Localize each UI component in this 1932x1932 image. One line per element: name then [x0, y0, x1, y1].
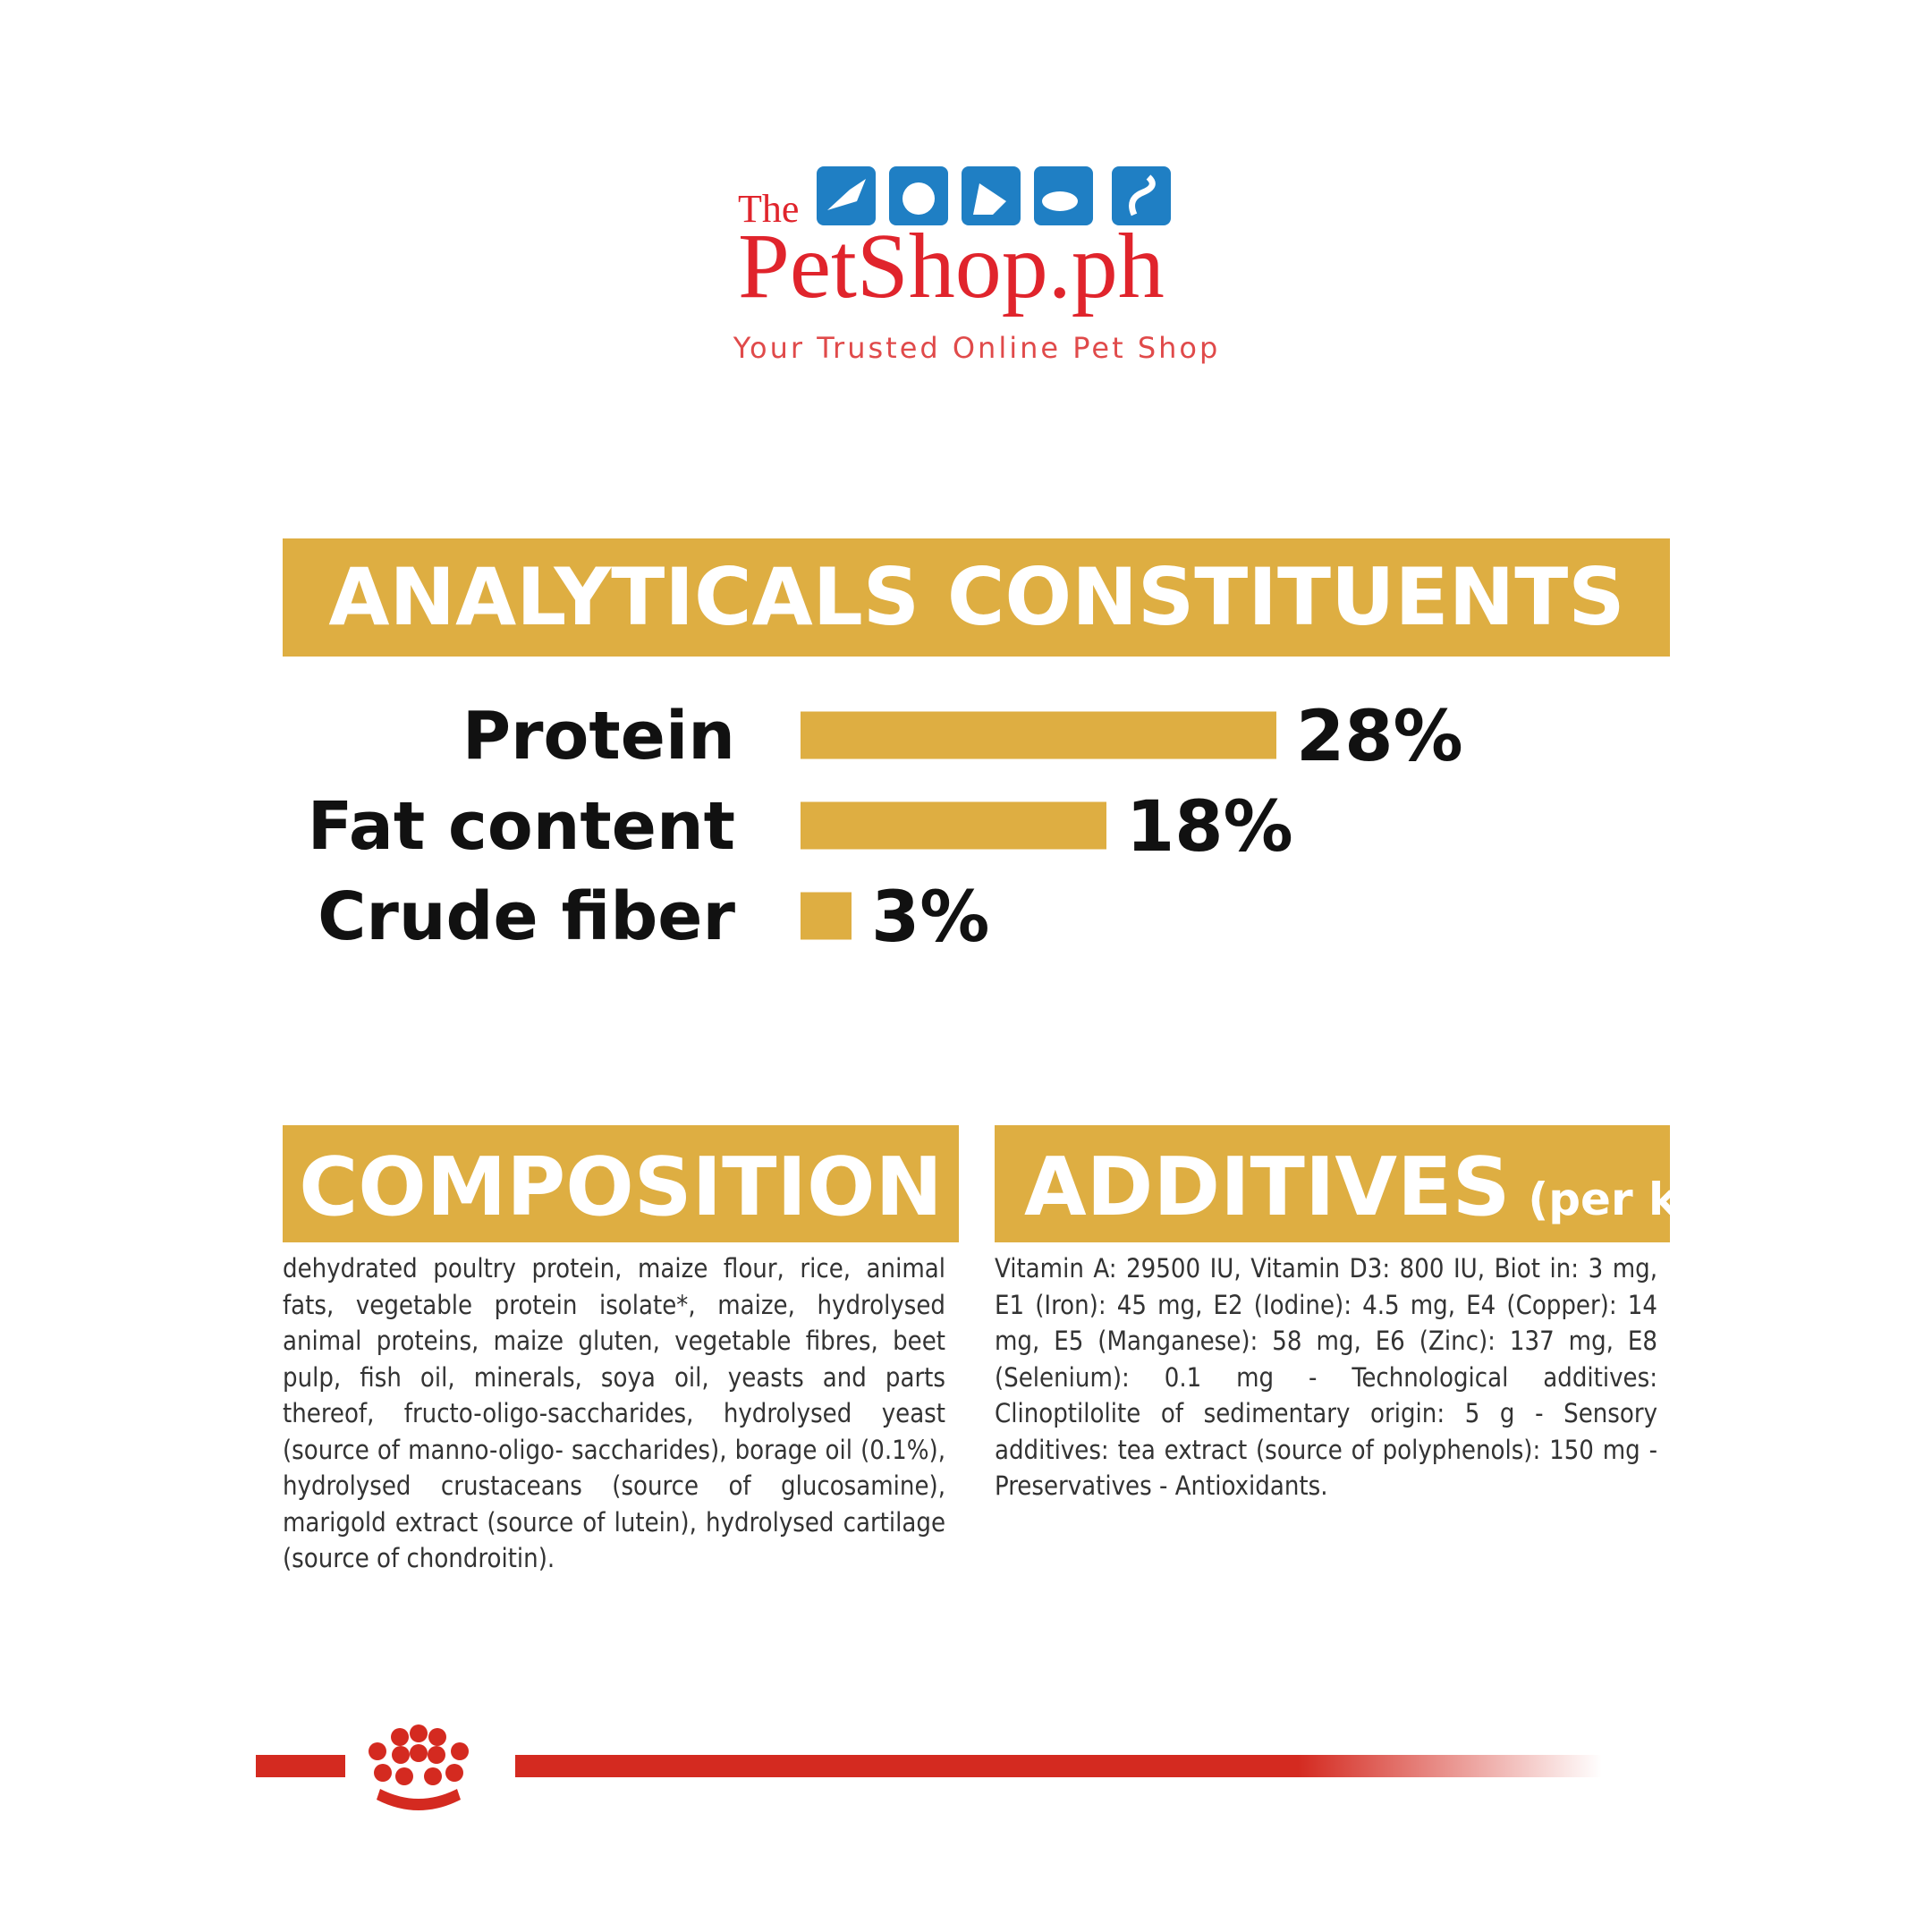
- category-label: Fat content: [308, 788, 735, 865]
- category-label: Protein: [462, 698, 735, 775]
- chart-title: ANALYTICALS CONSTITUENTS: [328, 551, 1624, 643]
- additives-title: ADDITIVES (per kg): [1024, 1140, 1731, 1234]
- value-label: 3%: [871, 877, 989, 958]
- title-banner: [283, 538, 1670, 657]
- bar: [801, 711, 1276, 759]
- composition-title: COMPOSITION: [299, 1140, 943, 1234]
- category-label: Crude fiber: [318, 878, 735, 955]
- value-label: 18%: [1126, 787, 1293, 868]
- additives-title-note: (per kg): [1528, 1174, 1731, 1225]
- value-label: 28%: [1296, 697, 1463, 777]
- footer-line: [256, 1755, 345, 1777]
- bar-chart: Protein 28% Fat content 18% Crude fiber 3%: [308, 697, 1463, 958]
- additives-banner: [995, 1125, 1670, 1242]
- brand-prefix: The: [738, 187, 799, 231]
- composition-banner: [283, 1125, 959, 1242]
- additives-title-main: ADDITIVES: [1024, 1140, 1510, 1234]
- bar: [801, 892, 852, 940]
- additives-text: Vitamin A: 29500 IU, Vitamin D3: 800 IU,…: [995, 1253, 1657, 1501]
- bar: [801, 801, 1106, 850]
- crown-logo: [369, 1724, 469, 1810]
- composition-text: dehydrated poultry protein, maize flour,…: [283, 1253, 945, 1573]
- footer-line: [515, 1755, 1602, 1777]
- brand-name: PetShop.ph: [738, 215, 1165, 318]
- tagline: Your Trusted Online Pet Shop: [733, 331, 1221, 365]
- pet-icons: [817, 166, 1171, 225]
